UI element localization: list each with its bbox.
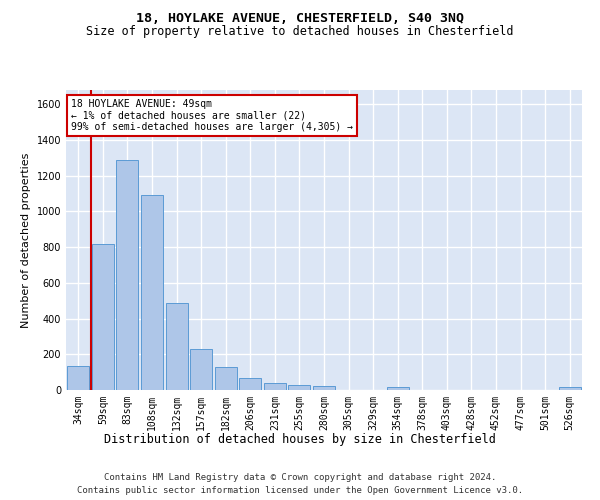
Bar <box>313 386 335 390</box>
Bar <box>559 388 581 390</box>
Y-axis label: Number of detached properties: Number of detached properties <box>21 152 31 328</box>
Bar <box>67 366 89 390</box>
Text: Contains HM Land Registry data © Crown copyright and database right 2024.: Contains HM Land Registry data © Crown c… <box>104 472 496 482</box>
Text: Contains public sector information licensed under the Open Government Licence v3: Contains public sector information licen… <box>77 486 523 495</box>
Bar <box>116 160 139 390</box>
Bar <box>190 349 212 390</box>
Bar <box>141 196 163 390</box>
Text: 18, HOYLAKE AVENUE, CHESTERFIELD, S40 3NQ: 18, HOYLAKE AVENUE, CHESTERFIELD, S40 3N… <box>136 12 464 26</box>
Text: Size of property relative to detached houses in Chesterfield: Size of property relative to detached ho… <box>86 25 514 38</box>
Bar <box>386 388 409 390</box>
Text: 18 HOYLAKE AVENUE: 49sqm
← 1% of detached houses are smaller (22)
99% of semi-de: 18 HOYLAKE AVENUE: 49sqm ← 1% of detache… <box>71 99 353 132</box>
Bar <box>215 367 237 390</box>
Bar <box>166 302 188 390</box>
Bar <box>264 383 286 390</box>
Text: Distribution of detached houses by size in Chesterfield: Distribution of detached houses by size … <box>104 432 496 446</box>
Bar <box>239 378 262 390</box>
Bar <box>92 244 114 390</box>
Bar <box>289 385 310 390</box>
